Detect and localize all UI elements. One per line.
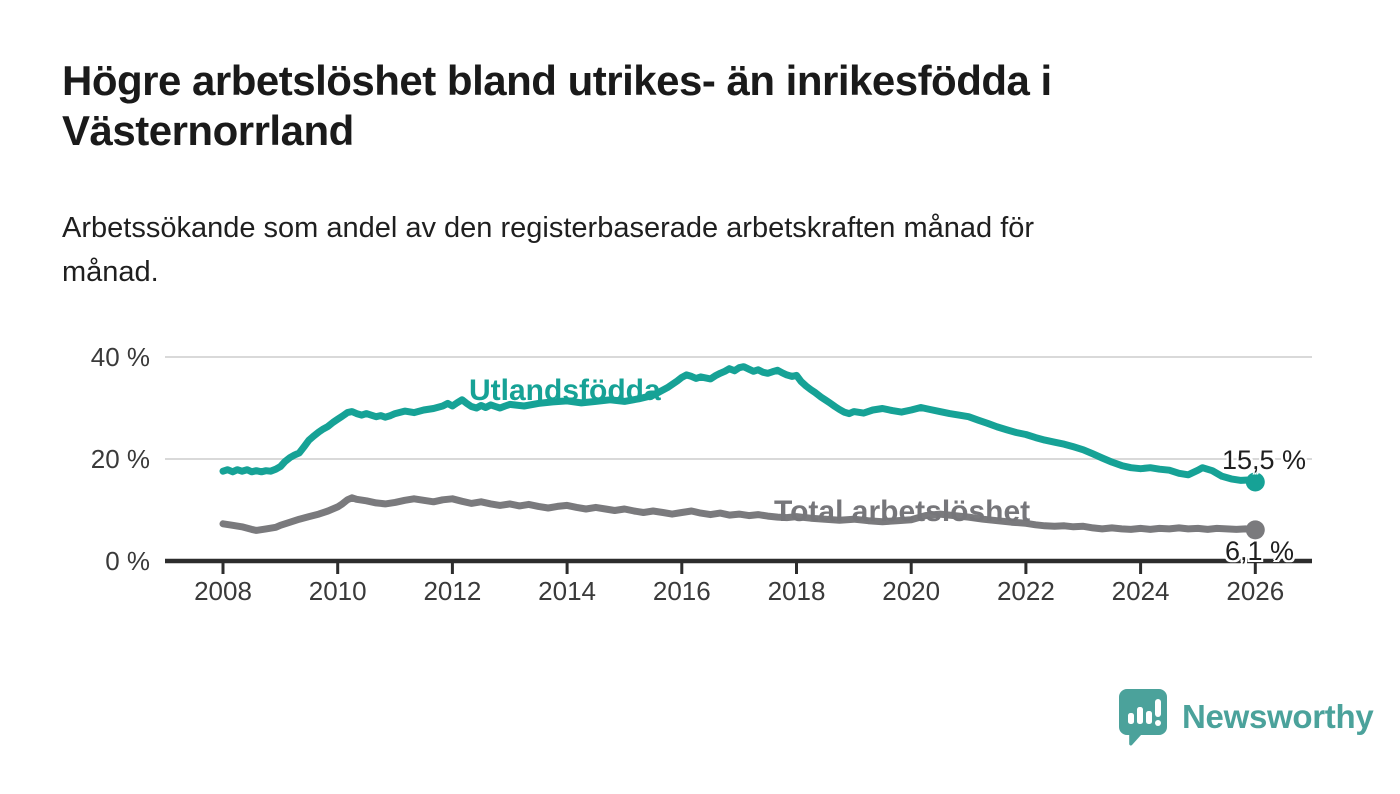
chart-subtitle-line1: Arbetssökande som andel av den registerb… [62, 212, 1035, 244]
end-value-label-utlandsfodda: 15,5 % [1222, 445, 1307, 475]
series-end-dot-1 [1245, 520, 1265, 540]
series-line-0 [219, 363, 1259, 486]
end-value-label-total: 6,1 % [1225, 536, 1295, 566]
x-axis-tick-label-2026: 2026 [1226, 576, 1284, 606]
x-axis-tick-label-2016: 2016 [653, 576, 711, 606]
series-end-dot-0 [1245, 472, 1265, 492]
x-axis-tick-label-2012: 2012 [423, 576, 481, 606]
x-axis-tick-label-2020: 2020 [882, 576, 940, 606]
series-label-utlandsfodda: Utlandsfödda [469, 374, 661, 407]
x-axis-tick-label-2024: 2024 [1112, 576, 1170, 606]
x-axis-tick-label-2008: 2008 [194, 576, 252, 606]
x-axis-tick-label-2022: 2022 [997, 576, 1055, 606]
y-axis-label-20: 20 % [90, 444, 150, 474]
newsworthy-logo-text: Newsworthy [1182, 698, 1374, 735]
newsworthy-logo: Newsworthy [1118, 688, 1374, 746]
x-axis-tick-label-2010: 2010 [309, 576, 367, 606]
chart-title-line1: Högre arbetslöshet bland utrikes- än inr… [62, 57, 1052, 104]
x-axis-tick-label-2018: 2018 [768, 576, 826, 606]
chart-title: Högre arbetslöshet bland utrikes- än inr… [62, 56, 1222, 156]
chart-title-line2: Västernorrland [62, 107, 354, 154]
y-axis-label-40: 40 % [90, 342, 150, 372]
chart-subtitle-line2: månad. [62, 256, 159, 288]
series-label-total-arbetsloshet: Total arbetslöshet [774, 495, 1031, 528]
x-axis-tick-label-2014: 2014 [538, 576, 596, 606]
series-line-1 [219, 494, 1259, 534]
chart-subtitle: Arbetssökande som andel av den registerb… [62, 206, 1262, 294]
bar-chart-speech-bubble-icon [1119, 689, 1167, 746]
y-axis-label-0: 0 % [105, 546, 150, 576]
